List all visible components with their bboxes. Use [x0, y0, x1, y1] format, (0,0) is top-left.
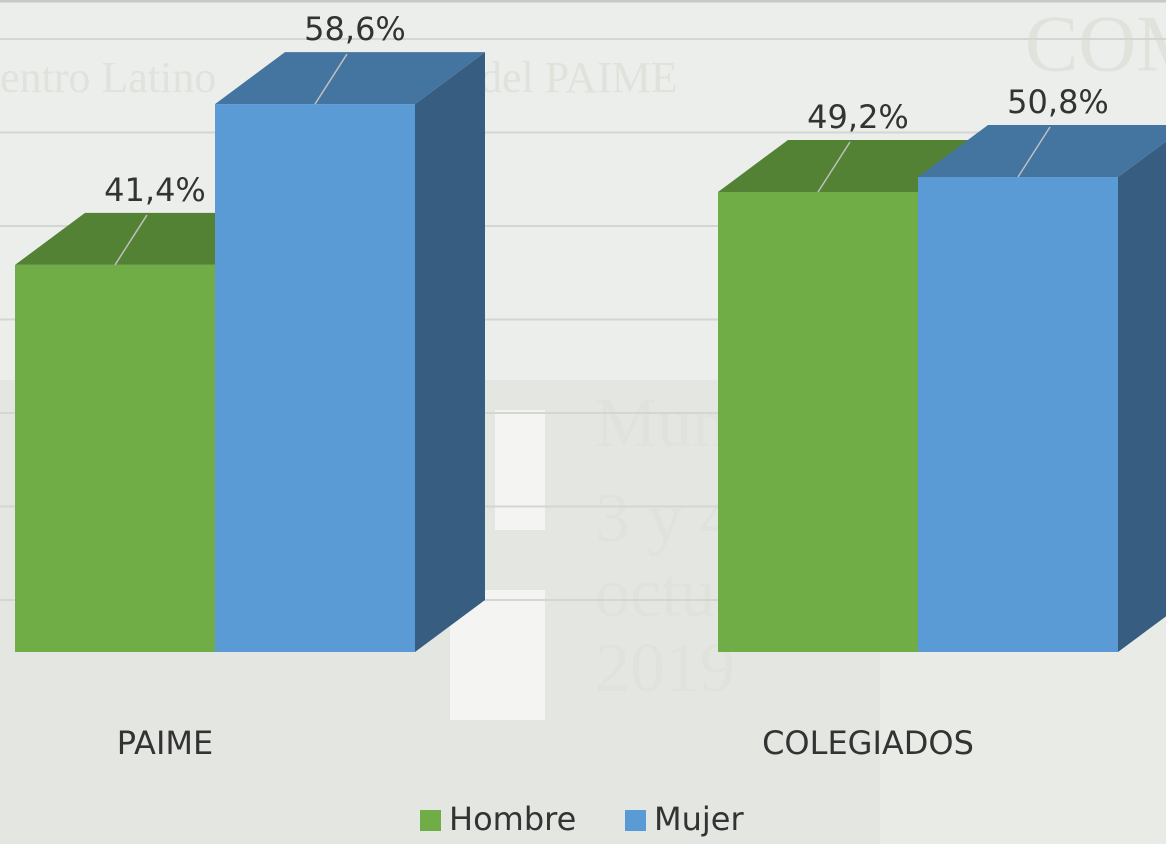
value-label: 50,8% [1007, 83, 1109, 121]
bar [718, 191, 918, 653]
background-text: entro Latino [0, 53, 216, 102]
value-label: 58,6% [304, 10, 406, 48]
x-tick-label: PAIME [117, 724, 213, 762]
bar-top [215, 52, 485, 105]
leader-line [1017, 126, 1051, 178]
bar-side [415, 52, 485, 652]
background-text: Mun [595, 385, 727, 462]
bar-side [1118, 141, 1166, 652]
background-shape [495, 410, 545, 530]
background-text: 2019 [595, 630, 735, 707]
bar [215, 104, 415, 653]
bar-top [918, 125, 1166, 178]
background-text: del PAIME [480, 53, 678, 102]
background-text: COM [1025, 0, 1166, 88]
background-text: octu [595, 555, 716, 632]
value-label: 49,2% [807, 98, 909, 136]
background-text: 3 y 4 [595, 480, 735, 557]
legend-label: Mujer [654, 800, 744, 838]
value-label: 41,4% [104, 171, 206, 209]
x-tick-label: COLEGIADOS [762, 724, 974, 762]
leader-line [314, 53, 348, 105]
leader-line [114, 214, 148, 266]
bar [918, 177, 1118, 652]
legend-swatch [420, 810, 441, 831]
legend-swatch [625, 810, 646, 831]
leader-line [817, 141, 851, 193]
bar [15, 264, 215, 652]
legend-label: Hombre [449, 800, 576, 838]
